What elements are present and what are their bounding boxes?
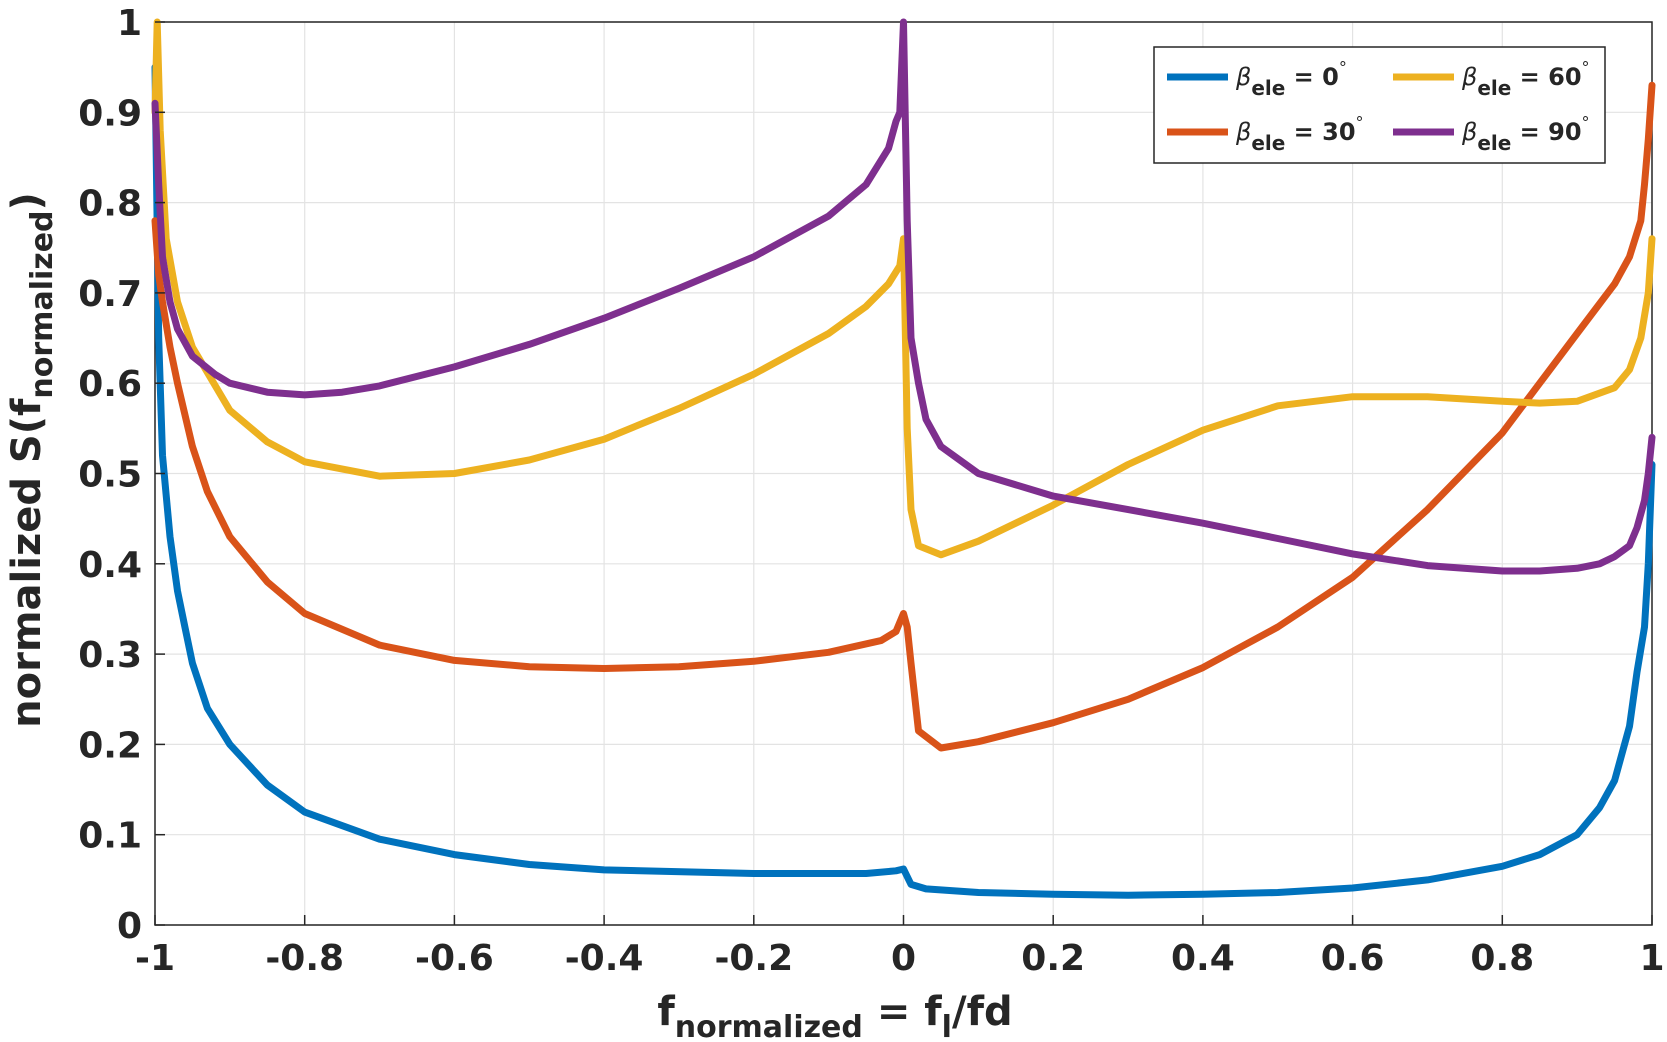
x-axis-label: fnormalized = fl/fd [657, 989, 1012, 1042]
y-tick-label: 0.1 [78, 816, 142, 857]
y-tick-label: 0.8 [78, 184, 142, 225]
y-tick-label: 0.3 [78, 635, 142, 676]
x-tick-label: 0.4 [1171, 938, 1235, 979]
x-tick-label: -0.4 [565, 938, 644, 979]
legend-entry-series-3: βele = 90° [1393, 113, 1590, 155]
x-tick-label: 0.8 [1470, 938, 1534, 979]
x-tick-label: -0.2 [714, 938, 793, 979]
y-tick-label: 0.4 [78, 545, 142, 586]
x-tick-label: -0.6 [415, 938, 494, 979]
x-tick-label: -1 [135, 938, 175, 979]
y-tick-label: 1 [117, 3, 142, 44]
legend: βele = 0° βele = 60° βele = 30° βele = 9… [1153, 46, 1606, 164]
y-axis-label: normalized S(fnormalized) [4, 192, 60, 728]
y-axis-ticks: 0 0.1 0.2 0.3 0.4 0.5 0.6 0.7 0.8 0.9 1 [78, 3, 165, 947]
y-tick-label: 0.6 [78, 364, 142, 405]
y-tick-label: 0.5 [78, 455, 142, 496]
x-tick-label: 1 [1639, 938, 1664, 979]
series-line-1 [151, 81, 1656, 752]
legend-entry-series-1: βele = 30° [1167, 113, 1364, 155]
y-tick-label: 0.7 [78, 274, 142, 315]
y-tick-label: 0.2 [78, 725, 142, 766]
series-line-0 [151, 63, 1656, 899]
x-tick-label: -0.8 [265, 938, 344, 979]
legend-entry-series-0: βele = 0° [1167, 58, 1347, 100]
y-tick-label: 0 [117, 906, 142, 947]
series-line-3 [151, 18, 1656, 575]
legend-label-series-0: βele = 0° [1235, 58, 1347, 100]
y-tick-label: 0.9 [78, 93, 142, 134]
x-tick-label: 0 [891, 938, 916, 979]
legend-label-series-1: βele = 30° [1235, 113, 1364, 155]
series-lines [151, 18, 1656, 899]
legend-box [1153, 46, 1606, 164]
series-line-2 [151, 18, 1656, 559]
legend-label-series-3: βele = 90° [1461, 113, 1590, 155]
legend-label-series-2: βele = 60° [1461, 58, 1590, 100]
legend-entry-series-2: βele = 60° [1393, 58, 1590, 100]
x-axis-ticks: -1 -0.8 -0.6 -0.4 -0.2 0 0.2 0.4 0.6 0.8 1 [135, 915, 1665, 979]
x-tick-label: 0.2 [1021, 938, 1085, 979]
x-tick-label: 0.6 [1321, 938, 1385, 979]
